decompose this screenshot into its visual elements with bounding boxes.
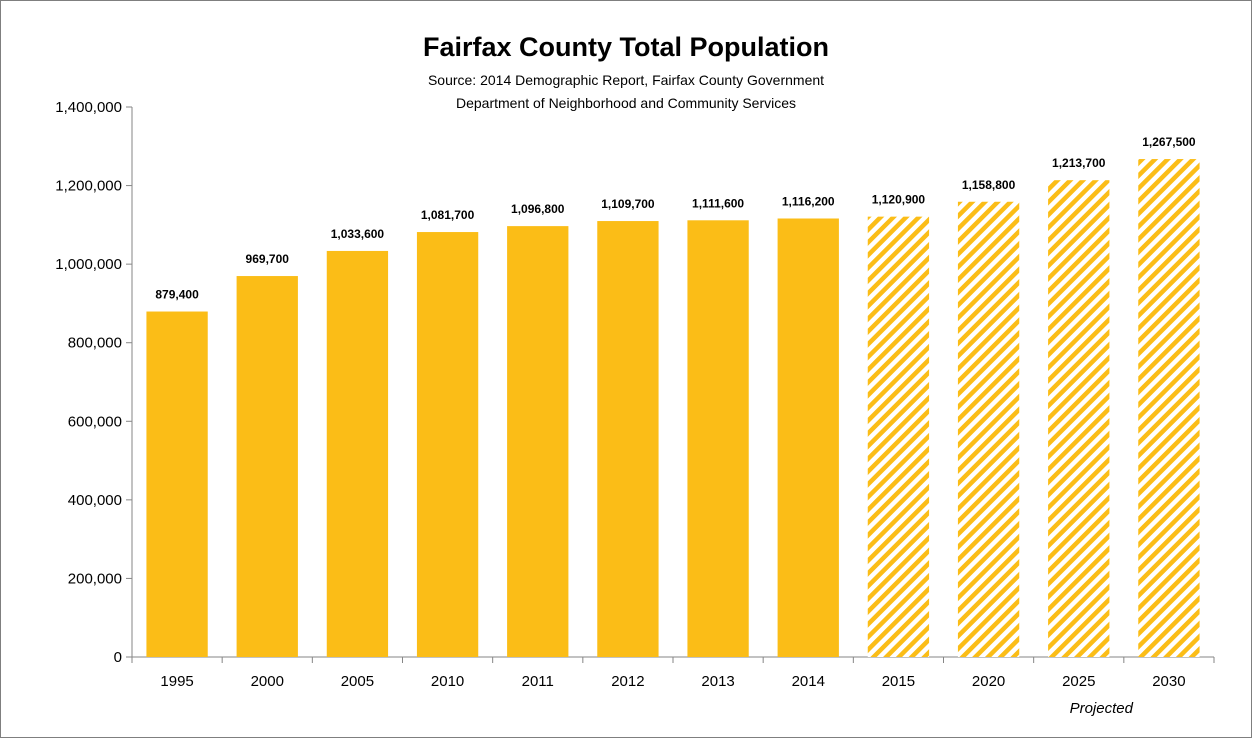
data-label: 1,267,500	[1142, 135, 1196, 149]
chart-title: Fairfax County Total Population	[422, 32, 829, 62]
data-label: 1,158,800	[962, 178, 1016, 192]
bar	[687, 220, 749, 658]
data-label: 1,096,800	[511, 202, 565, 216]
x-tick-label: 2030	[1152, 673, 1185, 690]
x-tick-label: 2010	[431, 673, 464, 690]
x-tick-label: 2015	[882, 673, 915, 690]
y-tick-label: 1,400,000	[55, 99, 122, 116]
data-label: 1,120,900	[872, 193, 926, 207]
bar	[777, 218, 839, 657]
bar	[146, 311, 208, 657]
bar-projected	[1048, 180, 1110, 658]
data-label: 969,700	[246, 252, 290, 266]
bar	[507, 226, 569, 657]
bar	[236, 276, 298, 657]
x-tick-label: 2013	[701, 673, 734, 690]
x-tick-label: 2000	[251, 673, 284, 690]
bar	[326, 250, 389, 657]
chart-subtitle-department: Department of Neighborhood and Community…	[455, 95, 797, 111]
x-tick-label: 1995	[160, 673, 193, 690]
projected-annotation: Projected	[1070, 700, 1134, 717]
x-tick-label: 2025	[1062, 673, 1095, 690]
y-tick-label: 800,000	[68, 335, 122, 352]
data-label: 1,116,200	[782, 194, 835, 208]
bar	[597, 221, 659, 657]
chart-subtitle-source: Source: 2014 Demographic Report, Fairfax…	[427, 72, 825, 88]
data-label: 879,400	[155, 288, 199, 302]
data-label: 1,109,700	[601, 197, 655, 211]
y-tick-label: 200,000	[68, 570, 122, 587]
x-tick-label: 2012	[611, 673, 644, 690]
x-tick-label: 2005	[341, 673, 374, 690]
data-label: 1,081,700	[421, 208, 475, 222]
data-label: 1,111,600	[692, 196, 744, 210]
y-tick-label: 1,000,000	[55, 256, 122, 273]
x-tick-label: 2020	[972, 673, 1005, 690]
bar-projected	[867, 216, 930, 657]
x-tick-label: 2014	[792, 673, 825, 690]
data-label: 1,033,600	[331, 227, 385, 241]
y-tick-label: 400,000	[68, 492, 122, 509]
bar	[416, 232, 479, 657]
bar-projected	[957, 201, 1020, 657]
bar-projected	[1138, 159, 1200, 657]
y-tick-label: 0	[114, 649, 122, 666]
y-tick-label: 1,200,000	[55, 178, 122, 195]
y-tick-label: 600,000	[68, 413, 122, 430]
data-label: 1,213,700	[1052, 156, 1106, 170]
x-tick-label: 2011	[522, 673, 554, 690]
